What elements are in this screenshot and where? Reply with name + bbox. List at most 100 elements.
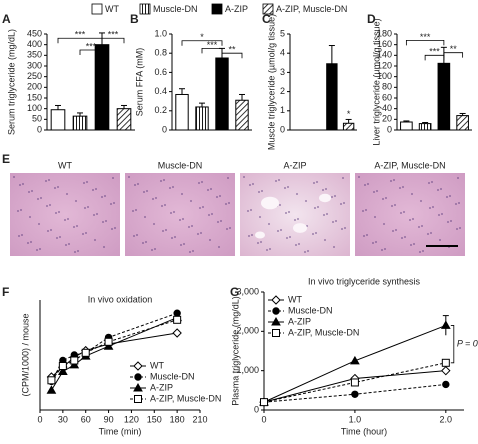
significance-bracket — [450, 325, 455, 364]
nucleus — [294, 219, 296, 221]
significance-label: *** — [108, 30, 119, 40]
legend-swatch — [262, 3, 274, 15]
legend-label: A-ZIP, Muscle-DN — [288, 327, 359, 337]
nucleus — [288, 211, 290, 213]
nucleus — [412, 218, 414, 220]
nucleus — [295, 244, 297, 246]
nucleus — [343, 202, 345, 204]
y-tick-label: 160 — [377, 39, 392, 49]
nucleus — [331, 196, 333, 198]
nucleus — [64, 219, 66, 221]
nucleus — [243, 176, 245, 178]
nucleus — [57, 186, 59, 188]
nucleus — [374, 216, 376, 218]
nucleus — [458, 202, 460, 204]
nucleus — [438, 214, 440, 216]
nucleus — [305, 200, 307, 202]
x-tick-label: 90 — [104, 414, 114, 424]
y-tick-label: 0 — [387, 124, 392, 134]
nucleus — [101, 196, 103, 198]
nucleus — [260, 241, 262, 243]
nucleus — [160, 180, 162, 182]
y-tick-label: 2 — [280, 86, 285, 96]
nucleus — [259, 216, 261, 218]
marker — [441, 365, 451, 376]
y-tick-label: 180 — [377, 28, 392, 38]
histology-label: Muscle-DN — [158, 160, 203, 170]
panel-label: D — [367, 12, 376, 26]
nucleus — [111, 228, 113, 230]
nucleus — [229, 227, 231, 229]
nucleus — [326, 213, 328, 215]
nucleus — [145, 241, 147, 243]
nucleus — [85, 232, 87, 234]
nucleus — [382, 198, 384, 200]
y-tick-label: 50 — [32, 114, 42, 124]
nucleus — [289, 236, 291, 238]
nucleus — [314, 207, 316, 209]
nucleus — [441, 213, 443, 215]
nucleus — [298, 243, 300, 245]
marker — [272, 329, 280, 337]
nucleus — [45, 180, 47, 182]
histology-label: WT — [58, 160, 72, 170]
marker — [172, 328, 182, 338]
nucleus — [332, 221, 334, 223]
nucleus — [182, 218, 184, 220]
nucleus — [446, 196, 448, 198]
nucleus — [66, 193, 68, 195]
nucleus — [266, 249, 268, 251]
nucleus — [419, 251, 421, 253]
nucleus — [393, 179, 395, 181]
y-tick-label: 350 — [27, 50, 42, 60]
nucleus — [219, 195, 221, 197]
nucleus — [390, 180, 392, 182]
nucleus — [56, 237, 58, 239]
nucleus — [249, 184, 251, 186]
nucleus — [432, 206, 434, 208]
nucleus — [112, 177, 114, 179]
marker — [133, 382, 143, 392]
bar — [400, 121, 413, 131]
y-tick-label: 100 — [377, 71, 392, 81]
marker — [442, 380, 450, 389]
nucleus — [418, 226, 420, 228]
nucleus — [135, 209, 137, 211]
nucleus — [323, 214, 325, 216]
nucleus — [161, 205, 163, 207]
nucleus — [146, 190, 148, 192]
marker — [271, 295, 281, 305]
nucleus — [183, 243, 185, 245]
nucleus — [27, 242, 29, 244]
significance-bracket — [79, 49, 103, 55]
nucleus — [296, 193, 298, 195]
legend-swatch — [139, 3, 151, 15]
significance-label: *** — [207, 40, 218, 50]
y-tick-label: 0 — [254, 404, 259, 414]
nucleus — [165, 229, 167, 231]
nucleus — [202, 206, 204, 208]
nucleus — [103, 246, 105, 248]
nucleus — [429, 207, 431, 209]
nucleus — [439, 239, 441, 241]
nucleus — [279, 204, 281, 206]
y-tick-label: 1 — [280, 105, 285, 115]
nucleus — [251, 234, 253, 236]
marker — [350, 355, 360, 365]
legend-label: Muscle-DN — [153, 4, 198, 14]
nucleus — [38, 223, 40, 225]
nucleus — [440, 188, 442, 190]
nucleus — [207, 189, 209, 191]
nucleus — [268, 223, 270, 225]
legend-swatch — [211, 3, 223, 15]
nucleus — [431, 181, 433, 183]
x-tick-label: 1.0 — [349, 414, 362, 424]
significance-label: ** — [228, 45, 236, 55]
nucleus — [269, 248, 271, 250]
bar — [326, 63, 338, 131]
y-tick-label: 2,000 — [236, 326, 259, 336]
y-axis-label: Liver triglyceride (µmol/g tissue) — [371, 18, 381, 145]
nucleus — [171, 237, 173, 239]
nucleus — [247, 210, 249, 212]
nucleus — [208, 214, 210, 216]
